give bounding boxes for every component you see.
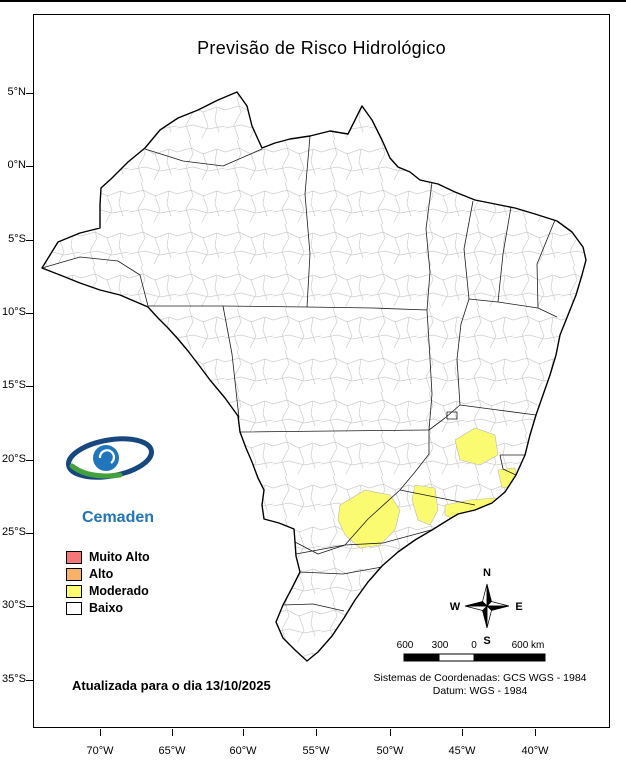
lat-label: 10°S [2,306,26,318]
legend-label: Alto [89,567,114,581]
legend-item-alto: Alto [66,566,150,583]
compass-west-label: W [450,601,461,613]
lon-tick [390,729,391,736]
scale-bar: 600 300 0 600 km [395,640,560,666]
neatline [0,0,626,2]
compass-rose-icon: N W E S [450,567,523,647]
legend-swatch-alto [66,568,82,581]
lat-tick [26,166,33,167]
legend-swatch-muito-alto [66,551,82,564]
lon-tick [462,729,463,736]
scale-label: 600 km [511,640,545,651]
lat-label: 15°S [2,379,26,391]
brazil-map [41,91,587,662]
lon-tick [316,729,317,736]
legend-label: Muito Alto [89,550,150,564]
cemaden-logo: Cemaden [58,430,178,527]
lon-tick [243,729,244,736]
cemaden-logo-text: Cemaden [81,509,155,526]
lat-label: 35°S [2,673,26,685]
lon-tick [100,729,101,736]
update-date-note: Atualizada para o dia 13/10/2025 [72,678,271,693]
page-title: Previsão de Risco Hidrológico [197,38,446,58]
lat-tick [26,460,33,461]
lat-label: 30°S [2,599,26,611]
distrito-federal-border [446,411,458,420]
lat-tick [26,313,33,314]
scale-label: 300 [431,640,449,651]
state-borders [41,135,558,612]
scale-label: 600 [396,640,414,651]
lon-label: 40°W [521,745,549,757]
lon-label: 50°W [376,745,404,757]
lon-label: 65°W [158,745,186,757]
legend-swatch-baixo [66,602,82,615]
compass-north-label: N [483,567,491,579]
compass-south-label: S [483,635,490,647]
lat-label: 5°S [8,233,26,245]
risk-region-moderado-sp-east [411,484,439,526]
lat-tick [26,386,33,387]
lat-label: 0°N [7,159,26,171]
lat-tick [26,680,33,681]
coordinate-system-info: Sistemas de Coordenadas: GCS WGS - 1984 … [360,672,600,698]
legend-item-muito-alto: Muito Alto [66,549,150,566]
lat-label: 5°N [7,86,26,98]
lon-label: 55°W [302,745,330,757]
compass-east-label: E [515,601,522,613]
lon-label: 45°W [448,745,476,757]
lat-tick [26,533,33,534]
datum-line: Datum: WGS - 1984 [432,685,528,697]
legend-label: Baixo [89,601,124,615]
lat-tick [26,240,33,241]
legend-label: Moderado [89,584,149,598]
lon-label: 70°W [86,745,114,757]
lat-tick [26,93,33,94]
legend-swatch-moderado [66,585,82,598]
lat-label: 25°S [2,526,26,538]
legend-item-moderado: Moderado [66,583,150,600]
lon-label: 60°W [229,745,257,757]
risk-region-moderado-mg [454,427,499,466]
cemaden-eye-icon [66,436,154,480]
legend-item-baixo: Baixo [66,600,150,617]
risk-legend: Muito Alto Alto Moderado Baixo [66,549,150,617]
lat-label: 20°S [2,453,26,465]
lon-tick [535,729,536,736]
lat-tick [26,606,33,607]
coordinate-system-line: Sistemas de Coordenadas: GCS WGS - 1984 [373,672,587,684]
scale-label: 0 [471,640,477,651]
lon-tick [172,729,173,736]
scale-bar-graphic [403,653,546,662]
